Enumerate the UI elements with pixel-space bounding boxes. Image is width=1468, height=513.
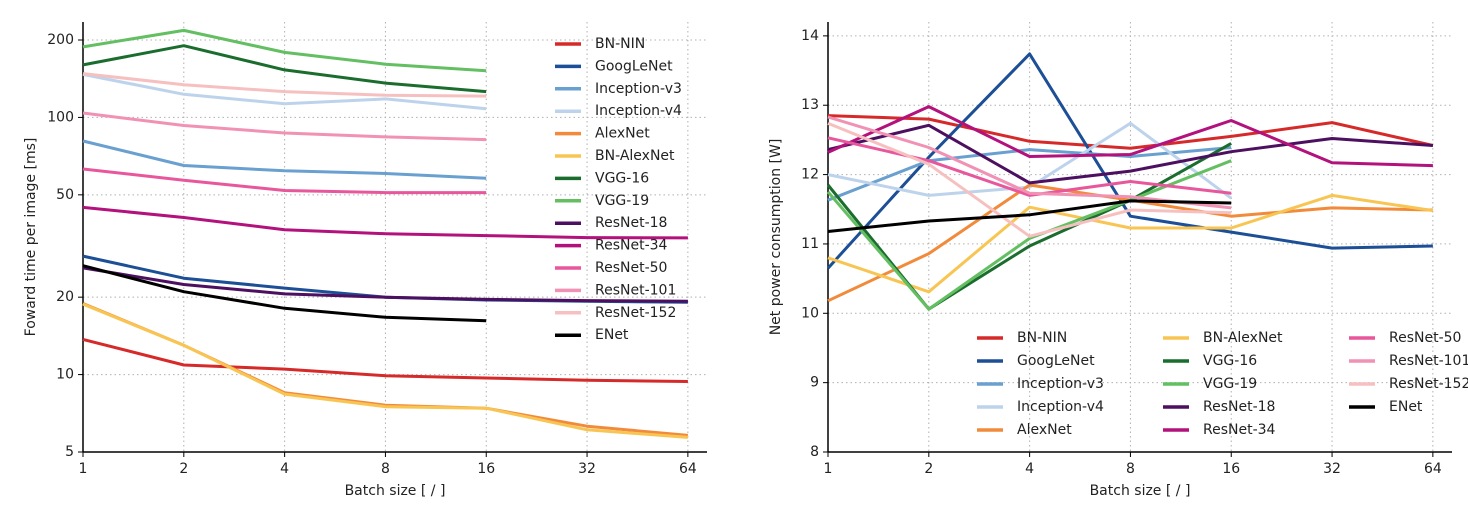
- x-tick-label: 32: [1323, 461, 1341, 477]
- x-tick-label: 2: [179, 461, 188, 477]
- line-series: [827, 114, 1434, 150]
- y-tick-label: 13: [801, 97, 819, 113]
- y-tick-label: 50: [56, 187, 74, 203]
- legend-label: AlexNet: [595, 126, 650, 142]
- x-tick-label: 2: [924, 461, 933, 477]
- x-tick-label: 1: [79, 461, 88, 477]
- x-tick-label: 1: [824, 461, 833, 477]
- legend-label: VGG-16: [1203, 353, 1257, 369]
- line-series: [82, 111, 487, 142]
- y-tick-label: 14: [801, 28, 819, 44]
- x-tick-label: 8: [381, 461, 390, 477]
- y-tick-label: 10: [56, 367, 74, 383]
- x-tick-label: 16: [1222, 461, 1240, 477]
- legend-label: ENet: [1389, 399, 1423, 415]
- y-tick-label: 100: [47, 109, 74, 125]
- line-series: [827, 123, 1434, 185]
- x-tick-label: 4: [280, 461, 289, 477]
- y-tick-label: 12: [801, 167, 819, 183]
- x-tick-label: 32: [578, 461, 596, 477]
- line-series: [82, 44, 487, 94]
- legend-label: Inception-v4: [595, 103, 682, 119]
- y-tick-label: 200: [47, 32, 74, 48]
- line-series: [82, 139, 487, 180]
- y-tick-label: 5: [65, 444, 74, 460]
- x-tick-label: 16: [477, 461, 495, 477]
- legend-label: ResNet-34: [595, 238, 668, 254]
- line-series: [82, 72, 487, 98]
- y-tick-label: 9: [810, 375, 819, 391]
- legend-label: ResNet-152: [1389, 376, 1468, 392]
- line-series: [827, 146, 1232, 202]
- line-series: [827, 105, 1433, 168]
- legend-label: ResNet-101: [595, 282, 676, 298]
- legend-label: ResNet-152: [595, 305, 676, 321]
- y-axis-label: Net power consumption [W]: [768, 139, 784, 336]
- line-series: [826, 52, 1433, 270]
- y-axis-label: Foward time per image [ms]: [23, 138, 39, 337]
- legend-label: VGG-16: [595, 170, 649, 186]
- line-series: [82, 72, 487, 111]
- x-tick-label: 64: [679, 461, 697, 477]
- legend-label: BN-AlexNet: [595, 148, 675, 164]
- line-series: [827, 121, 1232, 238]
- legend-label: BN-AlexNet: [1203, 330, 1283, 346]
- y-tick-label: 8: [810, 444, 819, 460]
- x-tick-label: 4: [1025, 461, 1034, 477]
- line-series: [82, 205, 688, 240]
- legend-label: VGG-19: [595, 193, 649, 209]
- line-series: [827, 193, 1434, 294]
- x-tick-label: 8: [1126, 461, 1135, 477]
- legend-label: Inception-v4: [1017, 399, 1104, 415]
- line-series: [82, 266, 688, 303]
- legend-label: GoogLeNet: [1017, 353, 1095, 369]
- legend-label: ResNet-18: [1203, 399, 1275, 415]
- legend-label: ResNet-18: [595, 215, 667, 231]
- legend-label: BN-NIN: [1017, 330, 1067, 346]
- legend-label: AlexNet: [1017, 422, 1072, 438]
- line-series: [82, 167, 487, 195]
- legend-label: ResNet-34: [1203, 422, 1276, 438]
- legend-label: ResNet-50: [595, 260, 667, 276]
- line-series: [827, 136, 1232, 197]
- legend-label: ResNet-50: [1389, 330, 1461, 346]
- line-series: [82, 302, 689, 439]
- legend-label: BN-NIN: [595, 36, 645, 52]
- x-axis-label: Batch size [ / ]: [1090, 483, 1191, 499]
- x-axis-label: Batch size [ / ]: [345, 483, 446, 499]
- x-tick-label: 64: [1424, 461, 1442, 477]
- line-series: [827, 199, 1232, 233]
- y-tick-label: 11: [801, 236, 819, 252]
- y-tick-label: 10: [801, 305, 819, 321]
- line-series: [82, 28, 487, 73]
- legend-label: Inception-v3: [595, 81, 682, 97]
- legend-label: ResNet-101: [1389, 353, 1468, 369]
- legend-label: VGG-19: [1203, 376, 1257, 392]
- legend-label: ENet: [595, 327, 629, 343]
- legend-label: GoogLeNet: [595, 58, 673, 74]
- y-tick-label: 20: [56, 289, 74, 305]
- line-series: [82, 264, 487, 323]
- legend-label: Inception-v3: [1017, 376, 1104, 392]
- line-series: [827, 121, 1233, 200]
- line-series: [82, 337, 688, 383]
- line-series: [826, 159, 1232, 311]
